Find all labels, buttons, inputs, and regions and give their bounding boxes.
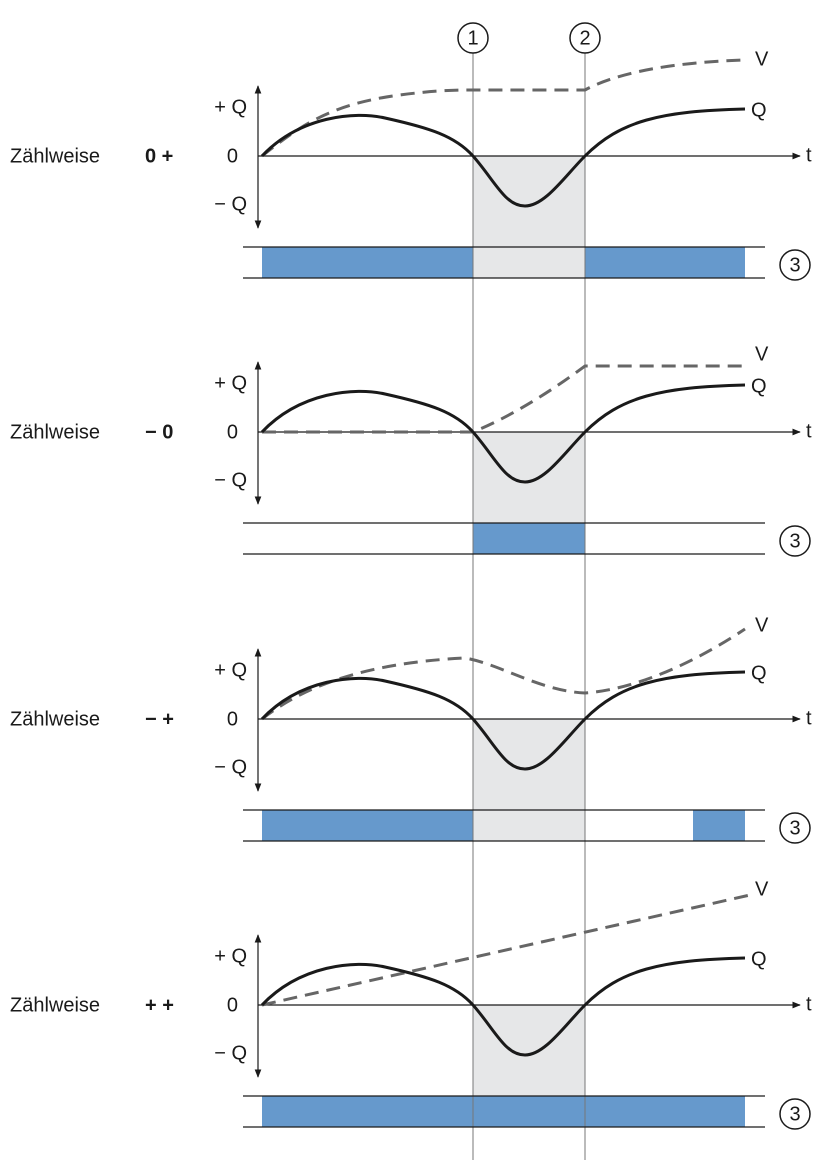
output-label: 3 (789, 1103, 800, 1125)
q-curve (260, 107, 746, 208)
t-label: t (806, 993, 812, 1015)
plus-q-label: + Q (214, 372, 247, 394)
v-curve (262, 364, 745, 434)
mode-symbol: 0 + (145, 145, 173, 167)
output-label: 3 (789, 530, 800, 552)
v-label: V (755, 343, 769, 365)
marker-label: 1 (467, 27, 478, 49)
v-curve (261, 893, 751, 1007)
zero-label: 0 (227, 145, 238, 167)
output-active (262, 247, 473, 278)
t-label: t (806, 707, 812, 729)
output-active (473, 523, 585, 554)
v-label: V (755, 614, 769, 636)
plus-q-label: + Q (214, 659, 247, 681)
minus-q-label: − Q (214, 193, 247, 215)
v-label: V (755, 878, 769, 900)
output-active (262, 810, 473, 841)
mode-title: Zählweise (10, 421, 100, 443)
mode-symbol: − 0 (145, 421, 173, 443)
v-curve (261, 58, 746, 158)
marker-circle (457, 22, 489, 54)
output-active (262, 1096, 745, 1127)
minus-q-label: − Q (214, 756, 247, 778)
q-label: Q (751, 375, 767, 397)
output-active (585, 247, 745, 278)
mode-title: Zählweise (10, 708, 100, 730)
t-label: t (806, 420, 812, 442)
output-circle (779, 812, 811, 844)
q-label: Q (751, 948, 767, 970)
output-circle (779, 249, 811, 281)
mode-symbol: + + (145, 994, 174, 1016)
minus-q-label: − Q (214, 1042, 247, 1064)
output-label: 3 (789, 817, 800, 839)
background-layer (262, 156, 745, 1127)
zero-label: 0 (227, 994, 238, 1016)
t-label: t (806, 144, 812, 166)
mode-symbol: − + (145, 708, 174, 730)
mode-title: Zählweise (10, 994, 100, 1016)
marker-circle (569, 22, 601, 54)
q-label: Q (751, 662, 767, 684)
q-curve (260, 670, 746, 771)
minus-q-label: − Q (214, 469, 247, 491)
v-curve (261, 627, 746, 721)
q-label: Q (751, 99, 767, 121)
v-label: V (755, 48, 769, 70)
output-label: 3 (789, 254, 800, 276)
plus-q-label: + Q (214, 96, 247, 118)
output-active (693, 810, 745, 841)
q-curve (260, 383, 746, 484)
output-circle (779, 525, 811, 557)
zero-label: 0 (227, 421, 238, 443)
output-circle (779, 1098, 811, 1130)
q-curve (260, 956, 746, 1057)
zero-label: 0 (227, 708, 238, 730)
mode-title: Zählweise (10, 145, 100, 167)
plus-q-label: + Q (214, 945, 247, 967)
marker-label: 2 (579, 27, 590, 49)
